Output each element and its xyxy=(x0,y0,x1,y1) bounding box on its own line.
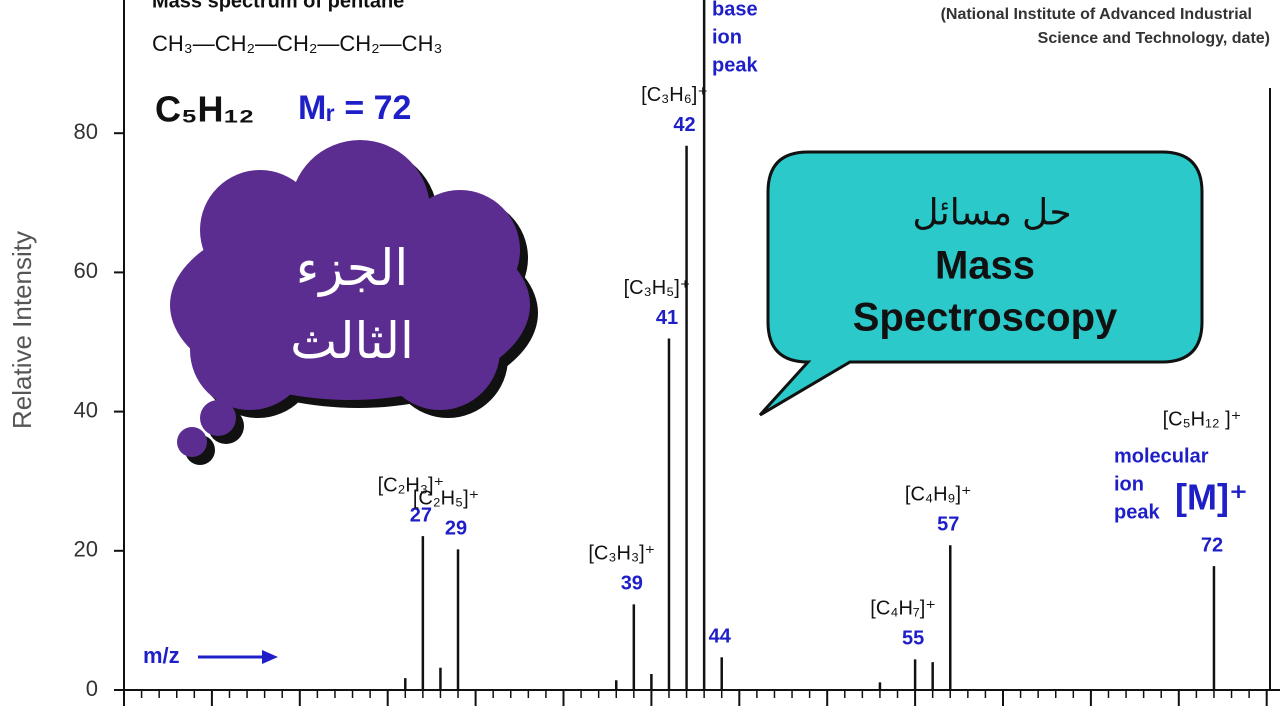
bubble-text: Spectroscopy xyxy=(853,296,1118,340)
molecular-note: peak xyxy=(1114,501,1160,523)
arrow xyxy=(198,650,278,664)
x-axis-label: m/z xyxy=(143,643,180,668)
bubble-text: حل مسائل xyxy=(912,192,1071,233)
ion-label: [C₂H₃]⁺ xyxy=(378,474,444,496)
plot: 0 20 40 60 80 100 27 [C₂H₃]⁺29 [C₂H₅]⁺ 39 [C₃H₃]⁺ 4… xyxy=(61,0,1280,706)
y-tick-label: 100 xyxy=(61,0,98,5)
base-note: peak xyxy=(712,54,758,76)
source-line: Science and Technology, date) xyxy=(1038,30,1270,47)
ion-label: [C₄H₇]⁺ xyxy=(870,598,936,620)
peak-mz-label: 72 xyxy=(1201,534,1223,556)
ion-label: [C₃H₅]⁺ xyxy=(624,277,691,299)
ion-label: [C₃H₃]⁺ xyxy=(588,543,655,565)
molecular-note: ion xyxy=(1114,473,1144,495)
y-tick-label: 0 xyxy=(86,676,98,701)
peak-mz-label: 44 xyxy=(709,626,732,648)
peak-mz-label: 55 xyxy=(902,628,924,650)
chart-title: Mass spectrum of pentane xyxy=(152,0,404,12)
bubble-text: Mass xyxy=(935,244,1035,288)
y-tick-label: 80 xyxy=(74,119,98,144)
y-tick-label: 20 xyxy=(74,537,98,562)
y-axis-label: Relative Intensity xyxy=(7,231,37,429)
ion-label: [C₂H₅]⁺ xyxy=(413,488,479,510)
ion-label: [C₅H₁₂ ]⁺ xyxy=(1163,408,1242,430)
peak-mz-label: 39 xyxy=(621,573,643,595)
peak-mz-label: 29 xyxy=(445,518,467,540)
speech-bubble: حل مسائل Mass Spectroscopy xyxy=(758,150,1204,417)
base-note: ion xyxy=(712,26,742,48)
cloud-text: الجزء xyxy=(296,240,409,297)
base-note: base xyxy=(712,0,758,20)
y-tick-label: 60 xyxy=(74,258,98,283)
relative-mass: Mᵣ = 72 xyxy=(298,89,411,127)
structural-formula: CH₃—CH₂—CH₂—CH₂—CH₃ xyxy=(152,31,442,56)
source-line: (National Institute of Advanced Industri… xyxy=(941,6,1252,23)
ion-label: [C₃H₆]⁺ xyxy=(641,84,708,106)
molecular-symbol: [M]⁺ xyxy=(1175,477,1248,518)
cloud-text: الثالث xyxy=(290,313,414,369)
peak-mz-label: 41 xyxy=(656,307,678,329)
y-tick-label: 40 xyxy=(74,397,98,422)
peak-mz-label: 57 xyxy=(937,514,959,536)
thought-cloud: الجزء الثالث xyxy=(170,140,538,465)
molecular-formula: C₅H₁₂ xyxy=(155,89,254,130)
peak-mz-label: 27 xyxy=(410,504,432,526)
ion-label: [C₄H₉]⁺ xyxy=(905,484,972,506)
peak-mz-label: 42 xyxy=(673,114,695,136)
molecular-note: molecular xyxy=(1114,445,1209,467)
